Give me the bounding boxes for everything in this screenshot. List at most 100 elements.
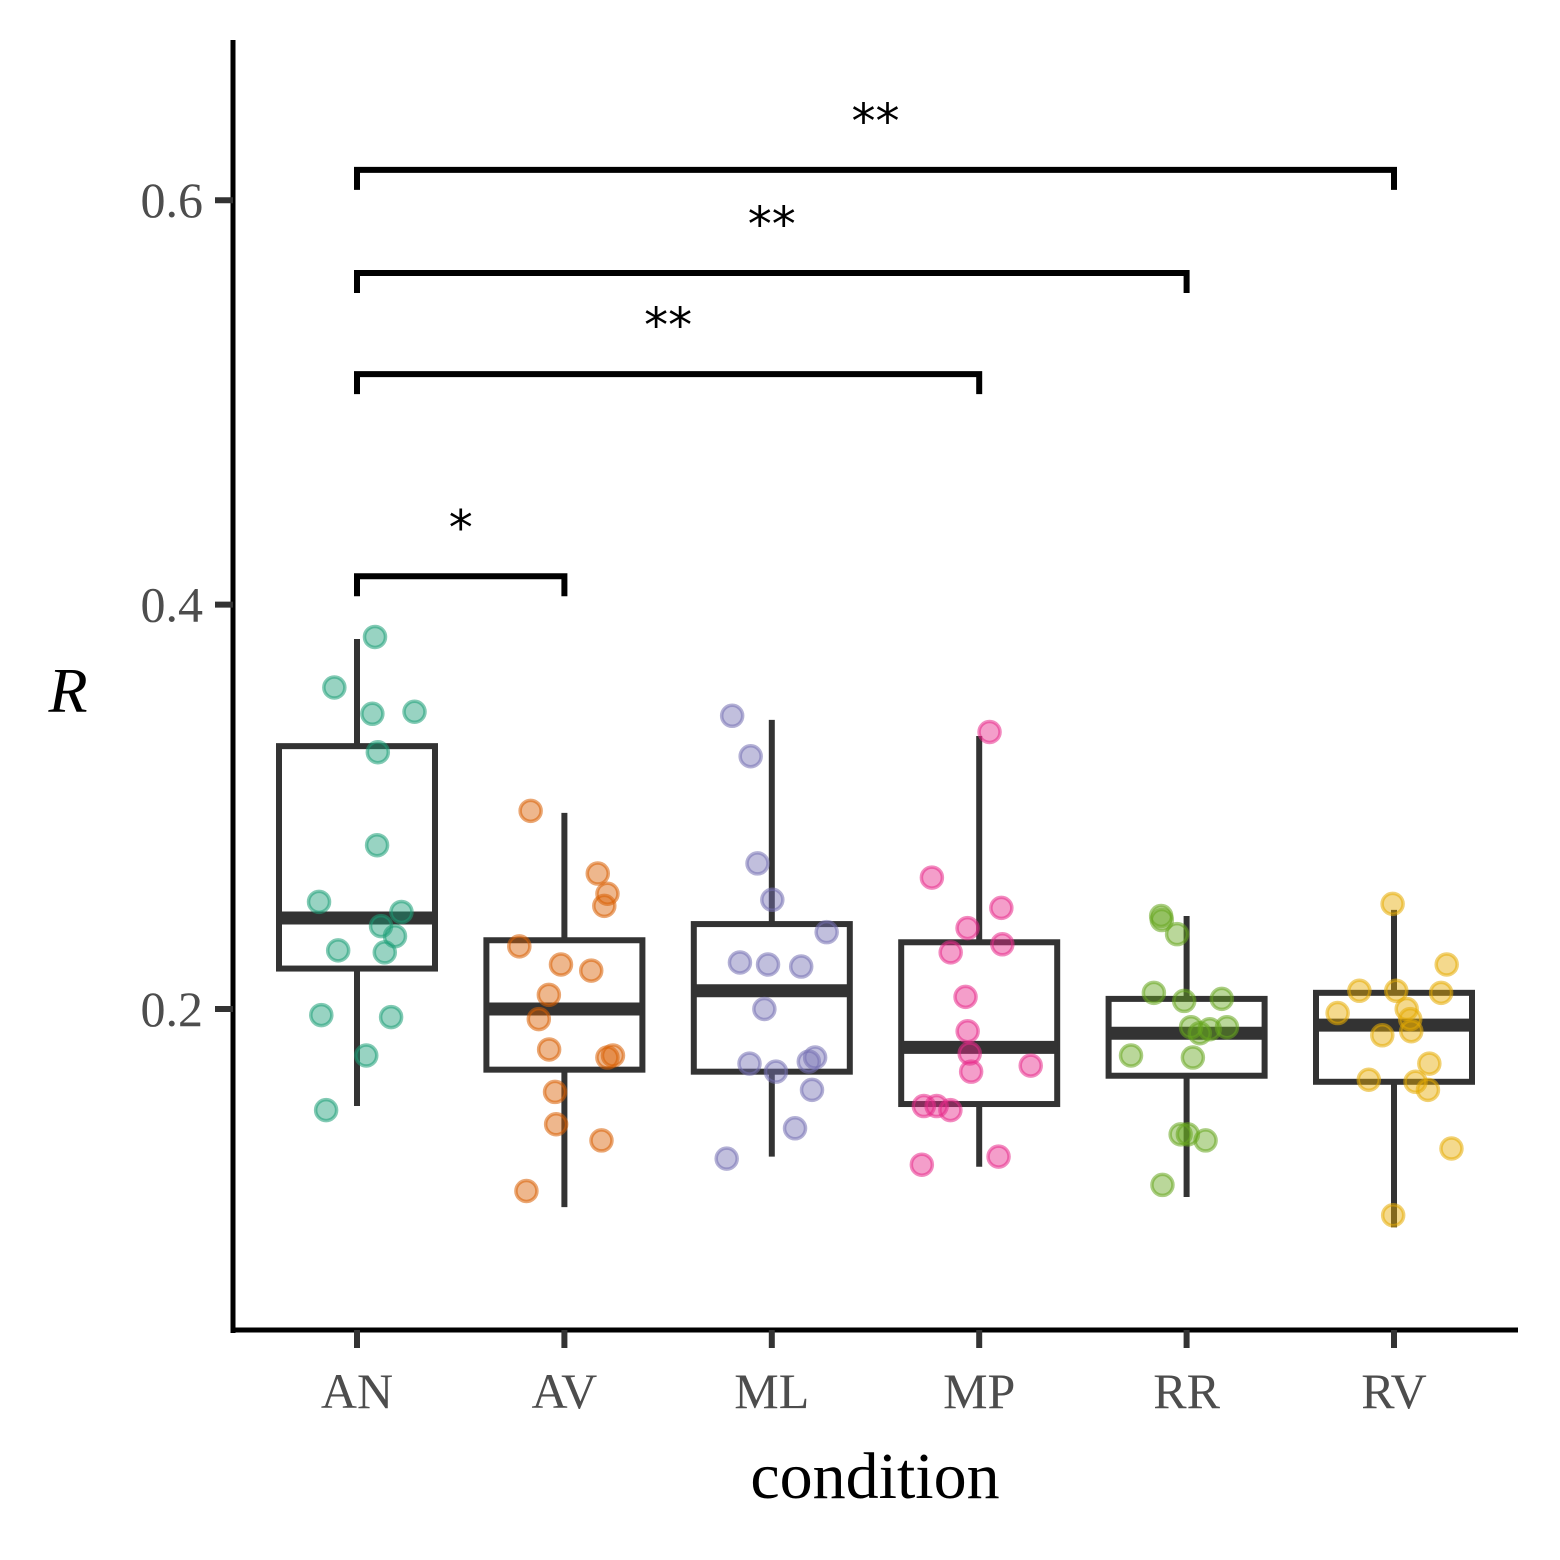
sig-label-2: ** xyxy=(748,197,796,253)
point-an-3 xyxy=(402,699,427,725)
sig-label-0: * xyxy=(449,500,473,556)
point-mp-12 xyxy=(938,1097,963,1123)
point-rv-1 xyxy=(1434,952,1459,977)
point-av-7 xyxy=(536,982,562,1008)
point-mp-4 xyxy=(990,932,1015,957)
point-mp-10 xyxy=(958,1059,984,1084)
point-av-9 xyxy=(536,1037,562,1062)
point-rr-10 xyxy=(1118,1043,1144,1068)
point-an-12 xyxy=(378,1004,404,1030)
x-tick-label-rr: RR xyxy=(1153,1363,1220,1419)
points-layer xyxy=(306,624,1464,1228)
point-av-1 xyxy=(585,861,611,886)
box-mp xyxy=(898,939,1061,1108)
point-rv-15 xyxy=(1380,1202,1406,1228)
point-rr-12 xyxy=(1168,1122,1193,1147)
significance-layer: ******* xyxy=(354,94,1397,597)
point-av-13 xyxy=(543,1112,569,1137)
point-rv-14 xyxy=(1439,1136,1464,1161)
point-mp-6 xyxy=(953,984,978,1010)
point-ml-15 xyxy=(714,1146,739,1171)
sig-label-1: ** xyxy=(644,298,692,354)
point-av-5 xyxy=(548,952,574,977)
point-av-15 xyxy=(514,1178,539,1204)
x-tick-label-av: AV xyxy=(532,1363,598,1419)
point-rv-3 xyxy=(1383,978,1409,1004)
boxes-layer xyxy=(276,638,1475,1228)
point-rv-11 xyxy=(1403,1069,1428,1095)
point-an-13 xyxy=(309,1002,334,1028)
point-ml-4 xyxy=(814,919,839,945)
point-ml-8 xyxy=(752,996,777,1022)
point-mp-1 xyxy=(919,865,945,890)
point-ml-11 xyxy=(737,1051,762,1076)
box-rv xyxy=(1313,989,1475,1085)
point-av-0 xyxy=(518,798,543,824)
y-tick-label-1: 0.4 xyxy=(141,577,204,633)
axes-layer: 0.2 0.4 0.6 AN AV ML MP RR RV xyxy=(141,40,1518,1419)
point-ml-1 xyxy=(738,744,763,769)
point-rv-8 xyxy=(1399,1018,1424,1044)
x-axis-title: condition xyxy=(750,1440,999,1513)
point-mp-3 xyxy=(955,915,980,941)
point-rv-12 xyxy=(1356,1067,1382,1093)
box-an xyxy=(276,743,438,972)
point-ml-7 xyxy=(727,950,753,975)
point-rr-4 xyxy=(1209,986,1235,1012)
sig-bracket-1 xyxy=(354,371,983,395)
point-mp-8 xyxy=(957,1041,982,1066)
point-rr-9 xyxy=(1197,1016,1222,1042)
point-rr-14 xyxy=(1193,1128,1218,1153)
point-rr-3 xyxy=(1141,980,1167,1006)
point-ml-6 xyxy=(788,954,814,979)
x-tick-label-rv: RV xyxy=(1361,1363,1426,1419)
point-rv-9 xyxy=(1370,1023,1395,1048)
x-tick-label-ml: ML xyxy=(734,1363,809,1419)
point-mp-15 xyxy=(909,1152,935,1177)
point-ml-10 xyxy=(796,1049,822,1074)
point-ml-13 xyxy=(799,1077,825,1103)
point-ml-5 xyxy=(755,952,781,977)
sig-bracket-3 xyxy=(354,166,1397,190)
sig-bracket-0 xyxy=(354,573,568,597)
point-ml-0 xyxy=(719,703,745,729)
y-tick-label-2: 0.6 xyxy=(141,172,204,228)
y-tick-label-0: 0.2 xyxy=(141,981,204,1037)
point-rr-15 xyxy=(1150,1172,1175,1198)
point-an-7 xyxy=(389,899,414,925)
point-ml-14 xyxy=(782,1116,808,1141)
point-ml-2 xyxy=(745,851,770,876)
point-an-2 xyxy=(360,701,385,727)
point-an-0 xyxy=(362,624,388,650)
point-av-6 xyxy=(578,958,604,983)
point-mp-5 xyxy=(938,940,963,965)
point-an-1 xyxy=(322,675,347,700)
x-tick-label-mp: MP xyxy=(943,1363,1015,1419)
point-rv-13 xyxy=(1415,1077,1441,1103)
point-av-3 xyxy=(592,893,617,919)
point-rv-0 xyxy=(1380,891,1405,917)
point-rv-4 xyxy=(1428,980,1454,1006)
point-av-8 xyxy=(526,1006,552,1032)
point-mp-7 xyxy=(955,1018,980,1044)
point-rr-11 xyxy=(1180,1045,1206,1070)
point-mp-14 xyxy=(986,1144,1011,1169)
sig-bracket-2 xyxy=(354,269,1190,293)
point-mp-0 xyxy=(977,719,1002,745)
y-axis-title: R xyxy=(47,655,87,726)
x-tick-label-an: AN xyxy=(321,1363,393,1419)
point-rr-5 xyxy=(1171,988,1197,1014)
point-av-11 xyxy=(595,1045,620,1070)
point-ml-3 xyxy=(760,887,785,913)
point-ml-12 xyxy=(763,1059,789,1084)
point-av-4 xyxy=(507,934,532,959)
point-rr-7 xyxy=(1214,1014,1240,1040)
box-ml xyxy=(690,921,853,1075)
point-mp-13 xyxy=(924,1093,949,1119)
point-an-6 xyxy=(306,889,332,915)
point-av-14 xyxy=(589,1128,614,1153)
point-an-14 xyxy=(354,1043,379,1068)
point-an-4 xyxy=(365,739,391,765)
point-mp-2 xyxy=(989,895,1014,921)
